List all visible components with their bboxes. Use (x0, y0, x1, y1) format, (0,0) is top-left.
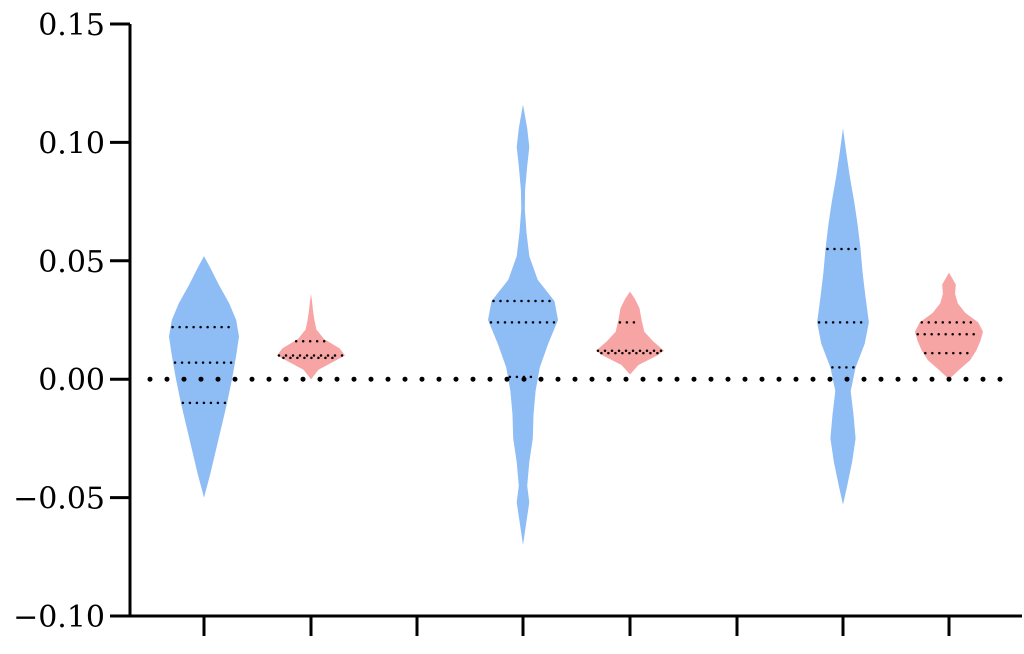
y-tick-label: 0.00 (38, 363, 105, 398)
quartile-layer (171, 247, 982, 405)
y-tick-label: 0.05 (38, 245, 105, 280)
x-axis-ticks (202, 616, 951, 636)
y-tick-label: −0.10 (13, 600, 105, 635)
violin-6 (915, 272, 983, 380)
y-axis-ticks: −0.10 −0.05 0.00 0.05 0.10 0.15 (13, 8, 130, 635)
y-tick-label: −0.05 (13, 482, 105, 517)
violin-5 (817, 128, 869, 505)
violin-layer (169, 104, 983, 545)
violin-2 (277, 294, 345, 380)
y-tick-label: 0.10 (38, 126, 105, 161)
violin-4 (596, 291, 664, 375)
violin-3 (488, 104, 558, 545)
violin-1 (169, 256, 239, 498)
y-tick-label: 0.15 (38, 8, 105, 43)
